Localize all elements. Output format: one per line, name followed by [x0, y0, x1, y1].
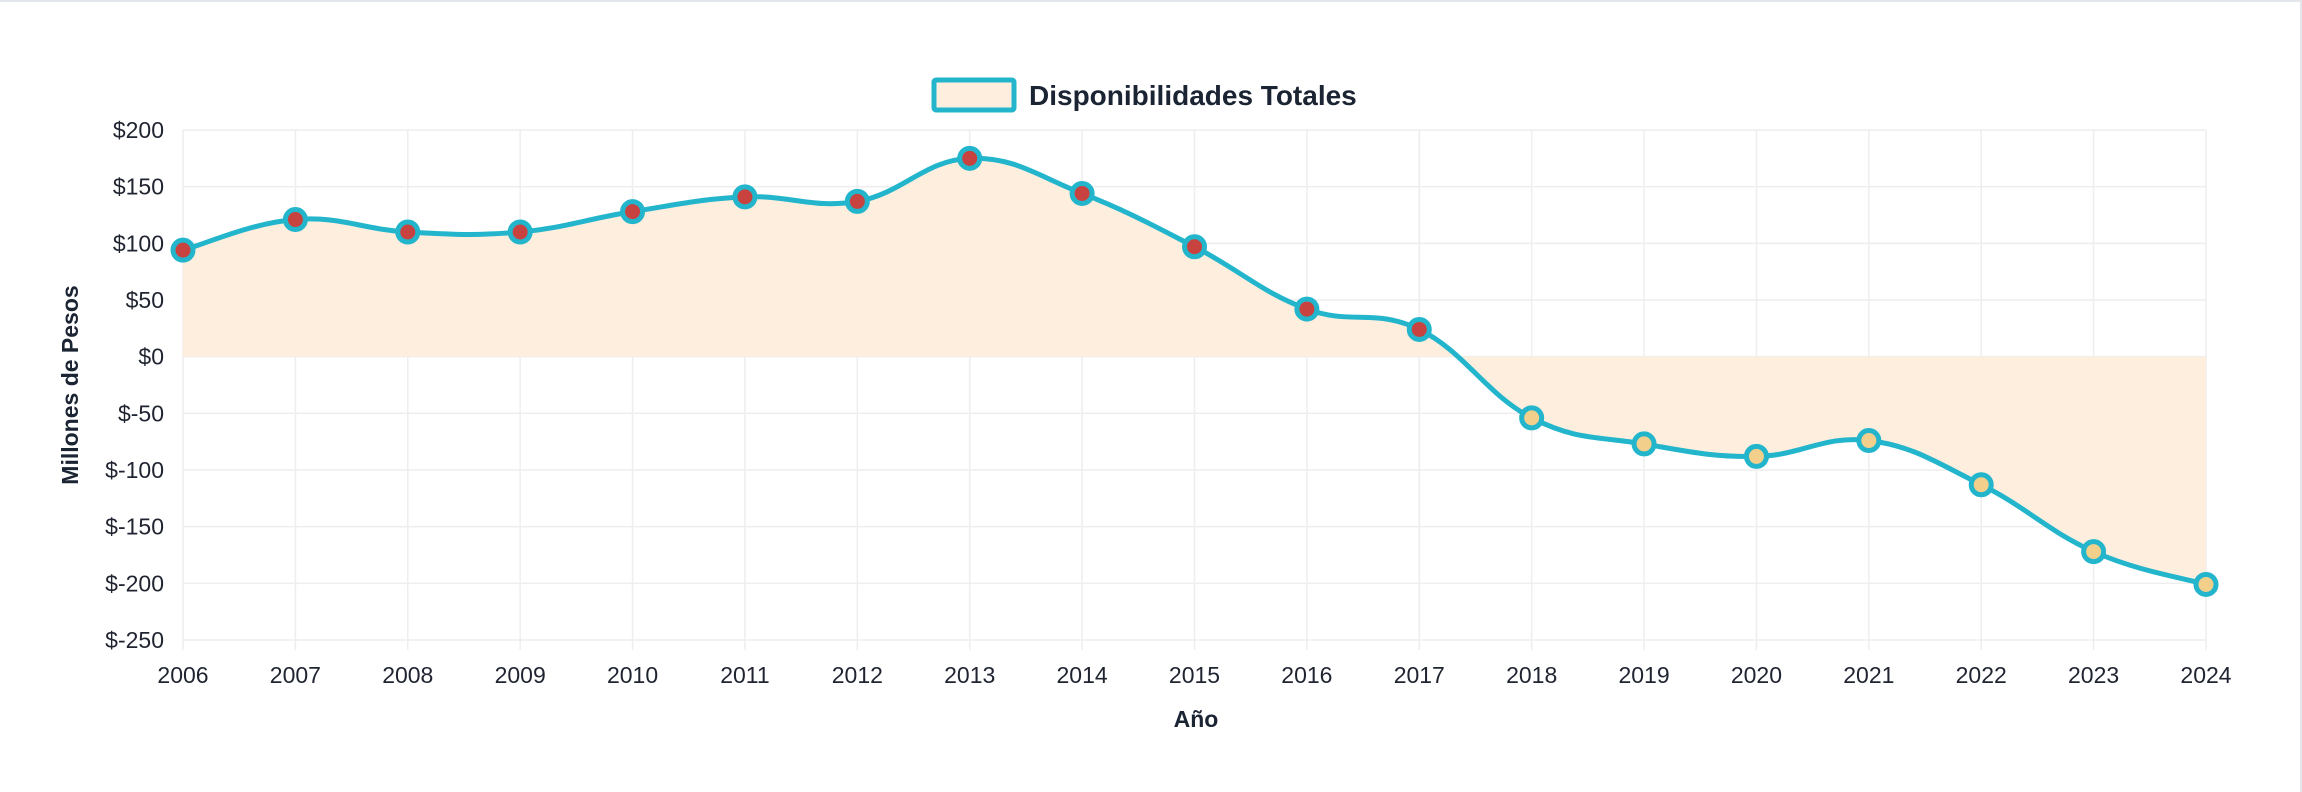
- data-point-2024[interactable]: [2193, 571, 2219, 597]
- area-fill: [183, 158, 2206, 585]
- legend-swatch: [931, 77, 1017, 113]
- y-axis-ticks: $200 $150 $100 $50 $0 $-50 $-100 $-150 $-200 $-25…: [105, 117, 164, 653]
- x-tick-label: 2019: [1618, 662, 1669, 688]
- data-point-2013[interactable]: [957, 145, 983, 171]
- y-tick-label: $150: [113, 174, 164, 200]
- data-point-2016[interactable]: [1294, 296, 1320, 322]
- y-axis-title: Millones de Pesos: [57, 285, 83, 484]
- x-tick-label: 2015: [1169, 662, 1220, 688]
- y-tick-label: $50: [126, 287, 164, 313]
- y-tick-label: $100: [113, 230, 164, 256]
- x-tick-label: 2012: [832, 662, 883, 688]
- x-axis-ticks: 2006 2007 2008 2009 2010 2011 2012 2013 2014 2015…: [157, 662, 2231, 688]
- y-tick-label: $-100: [105, 457, 164, 483]
- x-tick-label: 2021: [1843, 662, 1894, 688]
- data-point-2019[interactable]: [1631, 431, 1657, 457]
- x-tick-label: 2022: [1956, 662, 2007, 688]
- data-point-2015[interactable]: [1182, 234, 1207, 260]
- x-tick-label: 2018: [1506, 662, 1557, 688]
- area-fill-path: [183, 158, 2206, 585]
- data-point-2017[interactable]: [1406, 316, 1432, 342]
- data-points: [170, 145, 2219, 597]
- data-point-2020[interactable]: [1743, 443, 1769, 469]
- x-tick-label: 2014: [1057, 662, 1108, 688]
- data-point-2022[interactable]: [1968, 472, 1994, 498]
- data-point-2014[interactable]: [1069, 180, 1095, 206]
- x-tick-label: 2009: [495, 662, 546, 688]
- legend-label: Disponibilidades Totales: [1029, 80, 1357, 111]
- y-tick-label: $-50: [118, 400, 164, 426]
- x-tick-label: 2008: [382, 662, 433, 688]
- data-point-2009[interactable]: [507, 219, 533, 245]
- data-point-2011[interactable]: [732, 184, 758, 210]
- x-tick-label: 2024: [2180, 662, 2231, 688]
- x-tick-label: 2017: [1394, 662, 1445, 688]
- legend[interactable]: Disponibilidades Totales: [931, 77, 1357, 113]
- y-tick-label: $200: [113, 117, 164, 143]
- x-tick-label: 2006: [157, 662, 208, 688]
- data-point-2012[interactable]: [844, 188, 870, 214]
- x-tick-label: 2016: [1281, 662, 1332, 688]
- y-tick-label: $-200: [105, 570, 164, 596]
- data-point-2023[interactable]: [2081, 539, 2107, 565]
- data-point-2010[interactable]: [620, 199, 646, 225]
- x-axis-title: Año: [1174, 706, 1219, 732]
- y-tick-label: $-150: [105, 514, 164, 540]
- x-tick-label: 2011: [720, 662, 769, 688]
- data-point-2008[interactable]: [395, 219, 421, 245]
- x-tick-label: 2020: [1731, 662, 1782, 688]
- window-top-border: [0, 0, 2302, 2]
- y-tick-label: $0: [138, 344, 164, 370]
- data-point-2006[interactable]: [170, 237, 196, 263]
- x-tick-label: 2007: [270, 662, 321, 688]
- x-tick-label: 2013: [944, 662, 995, 688]
- x-tick-label: 2010: [607, 662, 658, 688]
- window-right-border: [2300, 0, 2302, 792]
- x-tick-label: 2023: [2068, 662, 2119, 688]
- data-point-2007[interactable]: [282, 207, 308, 233]
- data-point-2018[interactable]: [1519, 405, 1545, 431]
- y-tick-label: $-250: [105, 627, 164, 653]
- data-point-2021[interactable]: [1856, 428, 1882, 454]
